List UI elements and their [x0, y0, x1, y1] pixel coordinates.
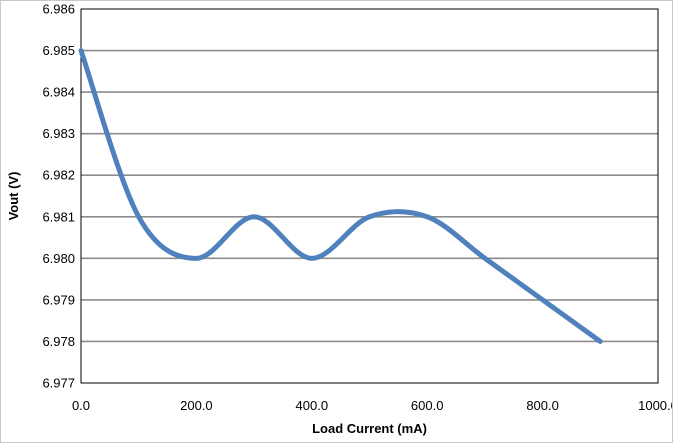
y-tick-label: 6.977: [42, 376, 75, 391]
y-tick-label: 6.982: [42, 168, 75, 183]
y-tick-label: 6.983: [42, 126, 75, 141]
y-axis-title: Vout (V): [6, 172, 21, 221]
y-tick-label: 6.984: [42, 85, 75, 100]
y-tick-label: 6.978: [42, 334, 75, 349]
x-tick-label: 600.0: [411, 398, 444, 413]
series-layer: [78, 48, 603, 344]
x-axis-title: Load Current (mA): [312, 421, 427, 436]
plot-frame: [80, 8, 659, 384]
x-tick-label: 800.0: [526, 398, 559, 413]
x-tick-label: 1000.0: [638, 398, 672, 413]
x-tick-label: 200.0: [180, 398, 213, 413]
gridlines: [81, 49, 658, 343]
y-tick-label: 6.979: [42, 292, 75, 307]
y-tick-label: 6.981: [42, 209, 75, 224]
x-tick-label: 0.0: [72, 398, 90, 413]
x-tick-label: 400.0: [296, 398, 329, 413]
x-axis-tick-labels: 0.0 200.0 400.0 600.0 800.0 1000.0: [72, 398, 672, 413]
series-line-0: [78, 48, 603, 344]
y-tick-label: 6.986: [42, 2, 75, 17]
y-tick-label: 6.985: [42, 43, 75, 58]
y-axis-tick-labels: 6.977 6.978 6.979 6.980 6.981 6.982 6.983 6.984…: [42, 2, 75, 391]
y-tick-label: 6.980: [42, 251, 75, 266]
